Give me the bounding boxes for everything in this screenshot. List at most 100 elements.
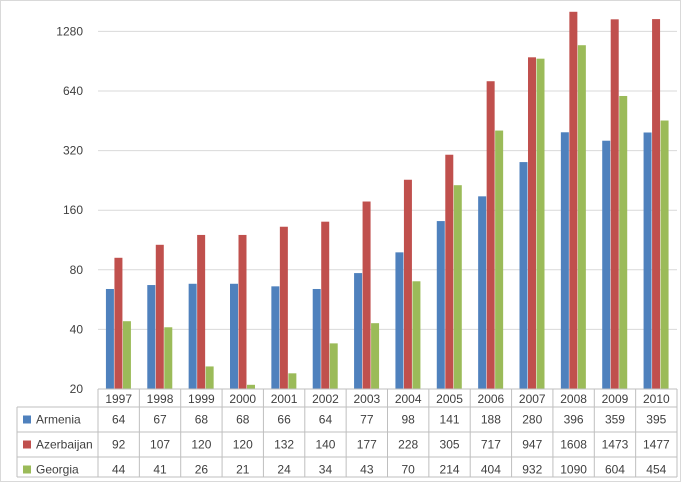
legend-label-azerbaijan: Azerbaijan: [36, 438, 93, 452]
y-tick-label: 20: [70, 382, 84, 396]
bar-azerbaijan-2003: [362, 201, 371, 389]
table-cell-armenia-2005: 141: [440, 413, 460, 427]
table-cell-azerbaijan-1997: 92: [112, 438, 126, 452]
table-cell-azerbaijan-2000: 120: [233, 438, 253, 452]
table-cell-azerbaijan-2006: 717: [481, 438, 501, 452]
table-cell-azerbaijan-1999: 120: [191, 438, 211, 452]
bar-georgia-2004: [412, 281, 421, 389]
x-category-label: 2003: [353, 392, 380, 406]
table-cell-armenia-2008: 396: [564, 413, 584, 427]
table-cell-azerbaijan-2009: 1473: [602, 438, 629, 452]
table-cell-georgia-2002: 34: [319, 463, 333, 477]
bar-georgia-2002: [329, 343, 338, 389]
table-cell-georgia-2006: 404: [481, 463, 501, 477]
table-cell-armenia-2000: 68: [236, 413, 250, 427]
table-cell-georgia-1999: 26: [195, 463, 209, 477]
bar-georgia-2005: [453, 185, 462, 389]
table-cell-georgia-1998: 41: [153, 463, 167, 477]
table-cell-armenia-2010: 395: [646, 413, 666, 427]
y-axis-ticks: 20 40 80 160 320 640 1280: [56, 24, 83, 396]
x-category-label: 2008: [560, 392, 587, 406]
table-cell-azerbaijan-2010: 1477: [643, 438, 670, 452]
y-tick-label: 640: [63, 84, 83, 98]
bar-georgia-1997: [122, 321, 131, 389]
table-cell-armenia-1999: 68: [195, 413, 209, 427]
table-cell-georgia-2008: 1090: [560, 463, 587, 477]
bar-georgia-2007: [536, 58, 545, 389]
x-category-label: 2002: [312, 392, 339, 406]
table-cell-armenia-1998: 67: [153, 413, 167, 427]
table-cell-armenia-2001: 66: [277, 413, 291, 427]
table-cell-azerbaijan-2001: 132: [274, 438, 294, 452]
bar-azerbaijan-2009: [610, 19, 619, 390]
table-cell-armenia-1997: 64: [112, 413, 126, 427]
legend-key-azerbaijan: [23, 440, 31, 449]
table-cell-azerbaijan-2004: 228: [398, 438, 418, 452]
x-category-label: 1998: [147, 392, 174, 406]
y-tick-label: 320: [63, 144, 83, 158]
x-category-label: 2006: [478, 392, 505, 406]
bar-georgia-2008: [577, 45, 586, 389]
y-tick-label: 80: [70, 263, 84, 277]
table-cell-armenia-2006: 188: [481, 413, 501, 427]
bar-azerbaijan-2001: [279, 226, 288, 389]
y-tick-label: 160: [63, 203, 83, 217]
bar-azerbaijan-2002: [321, 221, 330, 389]
bar-azerbaijan-2004: [403, 179, 412, 389]
table-cell-georgia-2009: 604: [605, 463, 625, 477]
table-cell-georgia-2007: 932: [522, 463, 542, 477]
bar-armenia-2008: [560, 132, 569, 389]
bar-armenia-2003: [354, 273, 363, 389]
bar-azerbaijan-2000: [238, 234, 247, 389]
table-cell-azerbaijan-2002: 140: [315, 438, 335, 452]
bar-azerbaijan-2008: [569, 11, 578, 389]
bar-azerbaijan-2007: [528, 57, 536, 390]
bar-azerbaijan-2010: [652, 19, 661, 389]
bar-georgia-2006: [495, 130, 504, 390]
table-cell-azerbaijan-2003: 177: [357, 438, 377, 452]
table-cell-georgia-1997: 44: [112, 463, 126, 477]
bars: [105, 11, 669, 390]
bar-azerbaijan-1998: [155, 244, 164, 389]
table-cell-georgia-2001: 24: [277, 463, 291, 477]
y-tick-label: 1280: [56, 24, 83, 38]
table-cell-armenia-2002: 64: [319, 413, 333, 427]
bar-armenia-1999: [188, 283, 197, 389]
bar-georgia-2003: [371, 323, 380, 389]
x-category-label: 2001: [271, 392, 298, 406]
bar-armenia-2002: [312, 288, 321, 389]
table-cell-georgia-2003: 43: [360, 463, 374, 477]
bar-georgia-1999: [205, 366, 214, 389]
table-cell-azerbaijan-2007: 947: [522, 438, 542, 452]
bar-georgia-2010: [660, 120, 669, 389]
table-cell-armenia-2009: 359: [605, 413, 625, 427]
bar-georgia-2009: [619, 95, 628, 389]
x-category-label: 1997: [105, 392, 132, 406]
bar-armenia-2001: [271, 286, 280, 389]
table-cell-azerbaijan-2008: 1608: [560, 438, 587, 452]
x-category-label: 2004: [395, 392, 422, 406]
bar-armenia-2004: [395, 252, 404, 389]
legend-key-georgia: [23, 465, 31, 474]
bar-georgia-2000: [247, 384, 255, 389]
table-cell-georgia-2004: 70: [401, 463, 415, 477]
bar-armenia-2007: [519, 162, 528, 389]
bar-georgia-2001: [288, 373, 297, 389]
table-cell-armenia-2007: 280: [522, 413, 542, 427]
table-cell-azerbaijan-1998: 107: [150, 438, 170, 452]
bar-armenia-2010: [643, 132, 652, 389]
grid-lines: [98, 30, 677, 330]
table-cell-armenia-2004: 98: [401, 413, 415, 427]
x-category-label: 2009: [602, 392, 629, 406]
bar-armenia-1998: [147, 285, 156, 389]
bar-azerbaijan-2005: [445, 154, 454, 389]
bar-armenia-2009: [602, 140, 611, 389]
bar-armenia-1997: [105, 288, 114, 389]
bar-azerbaijan-1997: [114, 257, 123, 389]
bar-armenia-2005: [436, 221, 445, 389]
table-cell-georgia-2000: 21: [236, 463, 250, 477]
data-table: 1997 1998 1999 2000 2001 2002 2003 2004 2005 2006…: [16, 388, 678, 478]
x-category-label: 1999: [188, 392, 215, 406]
